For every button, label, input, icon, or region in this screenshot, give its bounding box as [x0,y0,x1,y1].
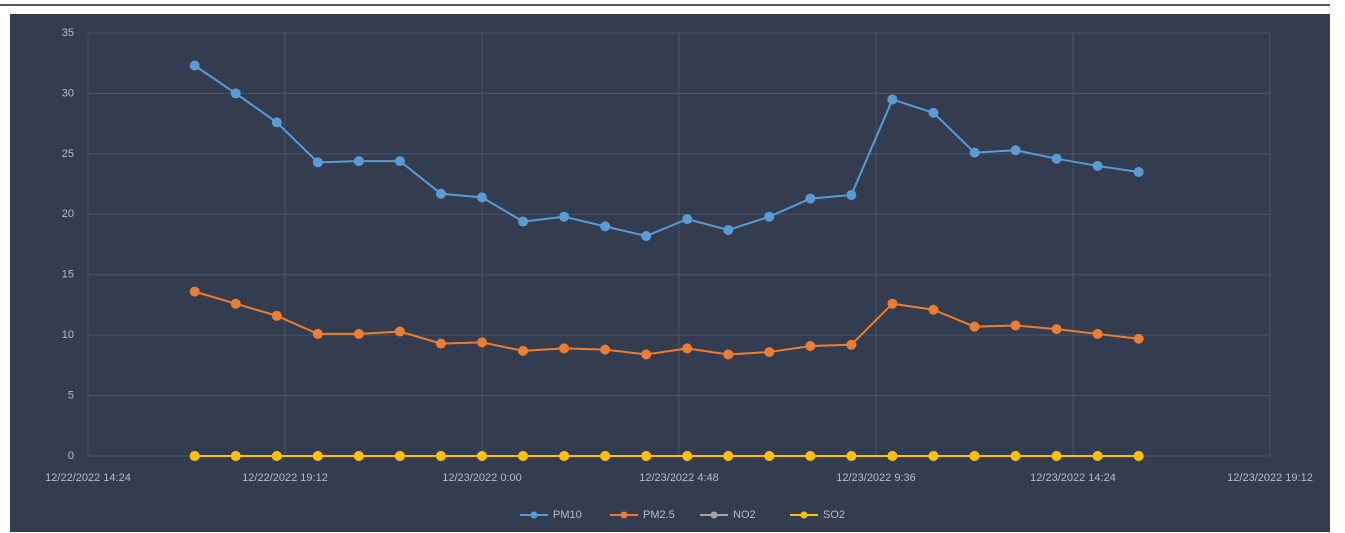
data-point [1092,451,1103,461]
y-tick-label: 5 [68,389,74,401]
legend-label: PM10 [553,509,582,521]
x-tick-label: 12/23/2022 0:00 [442,472,522,484]
data-point [805,451,816,461]
data-point [764,211,775,222]
data-point [682,214,693,225]
data-point [723,224,734,235]
x-tick-label: 12/23/2022 14:24 [1030,472,1116,484]
data-point [764,451,775,461]
x-tick-label: 12/23/2022 19:12 [1227,472,1313,484]
data-point [230,451,241,461]
legend-marker [620,511,628,519]
series-line [194,290,1139,356]
data-point [641,451,652,461]
data-point [928,304,939,315]
data-point [600,451,611,461]
data-point [518,216,529,227]
x-tick-label: 12/23/2022 4:48 [639,472,719,484]
data-point [1051,153,1062,164]
data-point [559,451,570,461]
data-point [1092,160,1103,171]
data-point [1010,145,1021,156]
data-point [723,349,734,360]
data-point [1051,324,1062,335]
data-point [312,157,323,168]
data-point [805,341,816,352]
data-point [353,328,364,339]
x-tick-label: 12/22/2022 19:12 [242,472,328,484]
legend-marker [710,511,718,519]
data-point [271,117,282,128]
data-point [887,94,898,105]
data-point [928,451,939,461]
data-point [1092,328,1103,339]
data-point [559,211,570,222]
data-point [1133,166,1144,177]
data-point [846,189,857,200]
data-point [230,298,241,309]
data-point [394,156,405,167]
data-point [682,451,693,461]
data-point [353,156,364,167]
data-point [1133,451,1144,461]
data-point [394,451,405,461]
data-point [1010,320,1021,331]
data-point [1133,333,1144,344]
data-point [805,193,816,204]
y-tick-label: 0 [68,450,74,462]
data-point [846,451,857,461]
data-point [969,147,980,158]
data-point [189,60,200,71]
data-point [641,349,652,360]
data-point [723,451,734,461]
data-point [1051,451,1062,461]
data-point [435,188,446,199]
data-point [477,451,487,461]
data-point [271,310,282,321]
data-point [969,451,980,461]
data-point [189,286,200,297]
legend-label: PM2.5 [643,509,675,521]
legend-marker [530,511,538,519]
data-point [518,451,529,461]
y-tick-label: 25 [62,148,74,160]
data-point [682,343,693,354]
data-point [518,345,529,356]
data-point [559,343,570,354]
y-tick-label: 15 [62,269,74,281]
data-point [641,231,652,242]
x-tick-label: 12/23/2022 9:36 [836,472,916,484]
data-point [230,88,241,99]
series-line [194,64,1139,238]
data-point [477,192,487,203]
legend-marker [800,511,808,519]
data-point [969,321,980,332]
data-point [600,344,611,355]
data-point [353,451,364,461]
data-point [1010,451,1021,461]
y-tick-label: 30 [62,87,74,99]
data-point [887,451,898,461]
data-point [435,338,446,349]
data-point [312,328,323,339]
data-point [764,347,775,358]
data-point [394,326,405,337]
data-point [928,107,939,118]
data-point [312,451,323,461]
data-point [600,221,611,232]
legend-label: NO2 [733,509,756,521]
y-tick-label: 10 [62,329,74,341]
data-point [435,451,446,461]
y-tick-label: 35 [62,27,74,39]
data-point [477,337,487,348]
data-point [189,451,200,461]
chart-background [10,14,1330,532]
data-point [271,451,282,461]
legend-label: SO2 [823,509,845,521]
y-tick-label: 20 [62,208,74,220]
data-point [846,339,857,350]
x-tick-label: 12/22/2022 14:24 [45,472,131,484]
data-point [887,298,898,309]
